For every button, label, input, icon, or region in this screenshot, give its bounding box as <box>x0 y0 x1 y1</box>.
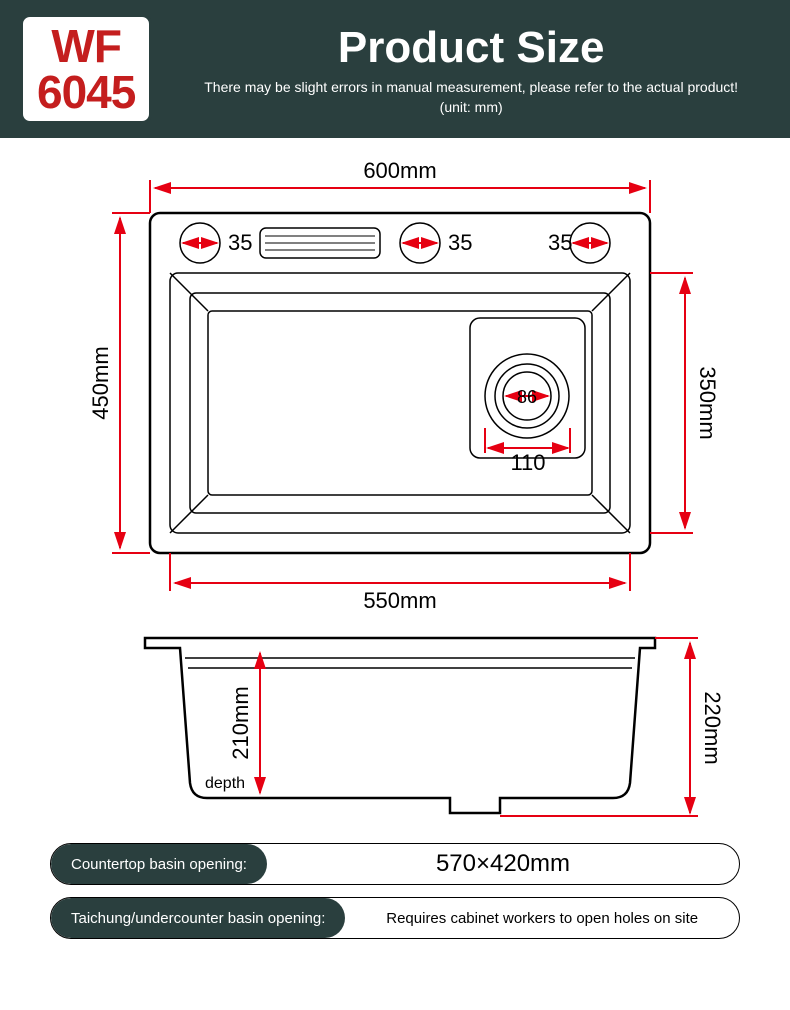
dim-drain-inner: 86 <box>517 387 537 407</box>
dim-inner-width: 550mm <box>363 588 436 613</box>
dim-inner-height: 350mm <box>695 366 720 439</box>
dim-width: 600mm <box>363 158 436 183</box>
countertop-label: Countertop basin opening: <box>51 844 267 884</box>
model-line1: WF <box>37 23 135 69</box>
spec-row-countertop: Countertop basin opening: 570×420mm <box>50 843 740 885</box>
countertop-value: 570×420mm <box>267 850 739 878</box>
page-title: Product Size <box>172 23 770 73</box>
dim-height: 450mm <box>88 346 113 419</box>
dim-hole1: 35 <box>228 230 252 255</box>
spec-rows: Countertop basin opening: 570×420mm Taic… <box>0 833 790 971</box>
undercounter-value: Requires cabinet workers to open holes o… <box>345 910 739 927</box>
model-line2: 6045 <box>37 69 135 115</box>
dim-depth-outer: 220mm <box>700 691 725 764</box>
depth-word: depth <box>205 775 245 792</box>
dim-depth-inner: 210mm <box>228 686 253 759</box>
unit-label: (unit: mm) <box>172 99 770 115</box>
side-view-diagram: 210mm depth 220mm <box>50 618 740 823</box>
spec-row-undercounter: Taichung/undercounter basin opening: Req… <box>50 897 740 939</box>
undercounter-label: Taichung/undercounter basin opening: <box>51 898 345 938</box>
header-text: Product Size There may be slight errors … <box>172 23 770 115</box>
subtitle: There may be slight errors in manual mea… <box>172 79 770 95</box>
dim-hole3: 35 <box>548 230 572 255</box>
model-badge: WF 6045 <box>20 14 152 124</box>
diagram-area: 600mm 35 35 35 <box>0 138 790 833</box>
dim-drain-outer: 110 <box>510 450 545 475</box>
top-view-diagram: 600mm 35 35 35 <box>50 158 740 618</box>
header: WF 6045 Product Size There may be slight… <box>0 0 790 138</box>
dim-hole2: 35 <box>448 230 472 255</box>
